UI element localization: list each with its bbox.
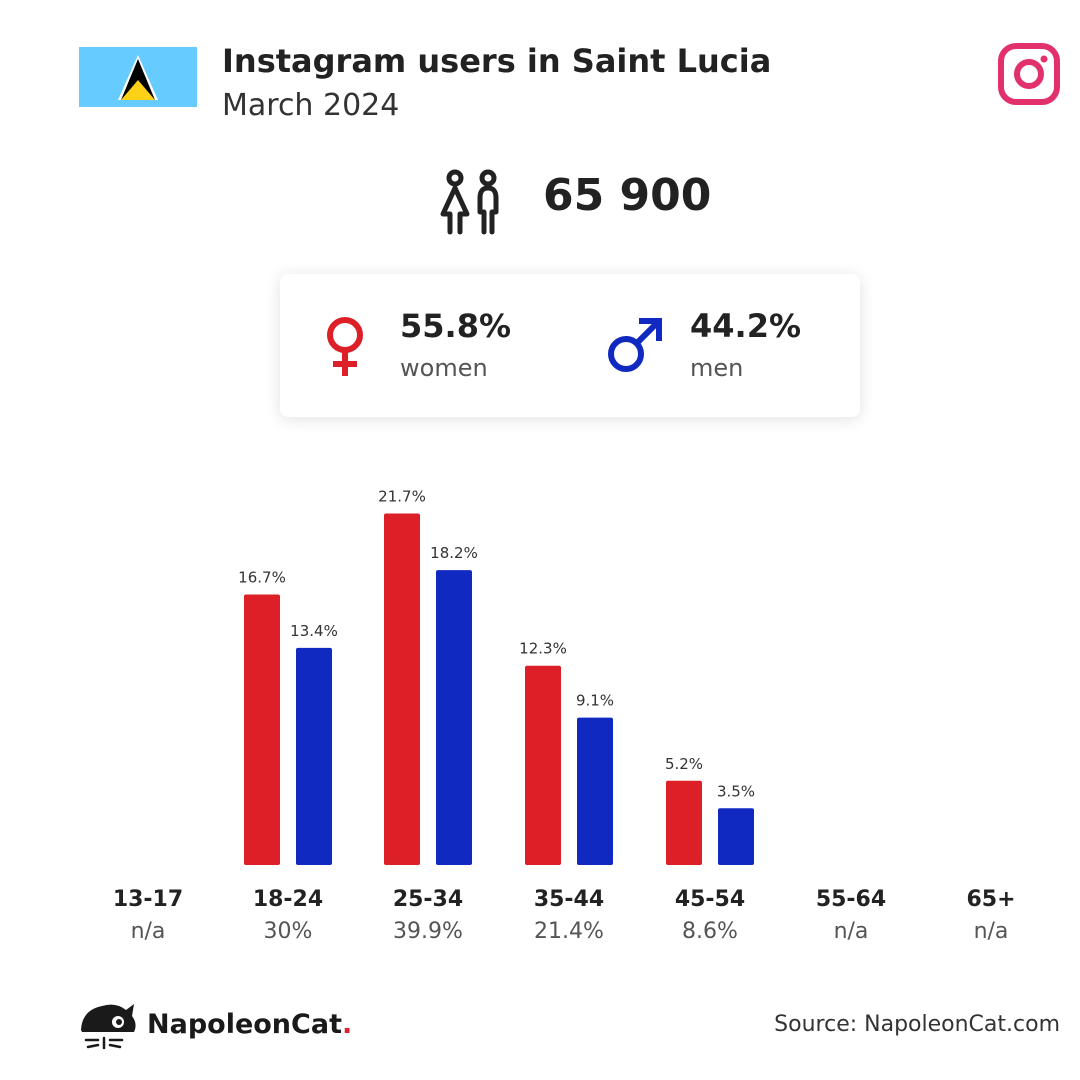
chart-subtitle: March 2024 <box>222 88 400 123</box>
men-percentage: 44.2% <box>690 307 802 345</box>
category-total-25-34: 39.9% <box>393 919 463 944</box>
bar-women-45-54 <box>666 780 702 865</box>
tick-label-25-34: 25-34 <box>393 887 463 912</box>
bar-men-35-44 <box>577 717 613 865</box>
tick-label-13-17: 13-17 <box>113 887 183 912</box>
napoleoncat-logo-icon <box>81 1004 136 1050</box>
data-label-women-35-44: 12.3% <box>519 640 567 658</box>
bar-men-45-54 <box>718 808 754 865</box>
category-total-35-44: 21.4% <box>534 919 604 944</box>
brand-dot: . <box>341 1009 353 1040</box>
data-label-women-18-24: 16.7% <box>238 568 286 586</box>
saint-lucia-flag-icon <box>79 47 197 107</box>
category-total-18-24: 30% <box>264 919 313 944</box>
bar-women-35-44 <box>525 665 561 865</box>
bar-men-18-24 <box>296 647 332 865</box>
male-icon <box>608 318 662 372</box>
gender-card: 55.8% women 44.2% men <box>280 274 860 417</box>
tick-label-18-24: 18-24 <box>253 887 323 912</box>
women-percentage: 55.8% <box>400 307 512 345</box>
men-label: men <box>690 354 744 382</box>
instagram-icon <box>998 43 1060 105</box>
data-label-men-35-44: 9.1% <box>576 692 614 710</box>
data-label-men-45-54: 3.5% <box>717 782 755 800</box>
data-label-women-25-34: 21.7% <box>378 487 426 505</box>
bar-women-25-34 <box>384 513 420 865</box>
chart-title: Instagram users in Saint Lucia <box>222 42 772 80</box>
category-total-45-54: 8.6% <box>682 919 738 944</box>
tick-label-65+: 65+ <box>966 887 1015 912</box>
bar-women-18-24 <box>244 594 280 865</box>
data-label-women-45-54: 5.2% <box>665 755 703 773</box>
women-label: women <box>400 354 488 382</box>
source-text: Source: NapoleonCat.com <box>774 1012 1060 1037</box>
female-icon <box>327 317 363 376</box>
category-total-55-64: n/a <box>834 919 869 944</box>
tick-label-35-44: 35-44 <box>534 887 604 912</box>
brand-name-text: NapoleonCat <box>147 1009 342 1040</box>
category-total-65+: n/a <box>974 919 1009 944</box>
users-icon <box>440 169 499 235</box>
bar-men-25-34 <box>436 570 472 865</box>
tick-label-45-54: 45-54 <box>675 887 745 912</box>
total-users: 65 900 <box>543 170 712 221</box>
data-label-men-25-34: 18.2% <box>430 544 478 562</box>
brand-name: NapoleonCat. <box>147 1009 352 1040</box>
category-total-13-17: n/a <box>131 919 166 944</box>
tick-label-55-64: 55-64 <box>816 887 886 912</box>
data-label-men-18-24: 13.4% <box>290 622 338 640</box>
age-bar-chart: 13-17 n/a 16.7% 13.4% 18-24 30% 21.7% 18.2% 25-3… <box>113 487 1016 944</box>
